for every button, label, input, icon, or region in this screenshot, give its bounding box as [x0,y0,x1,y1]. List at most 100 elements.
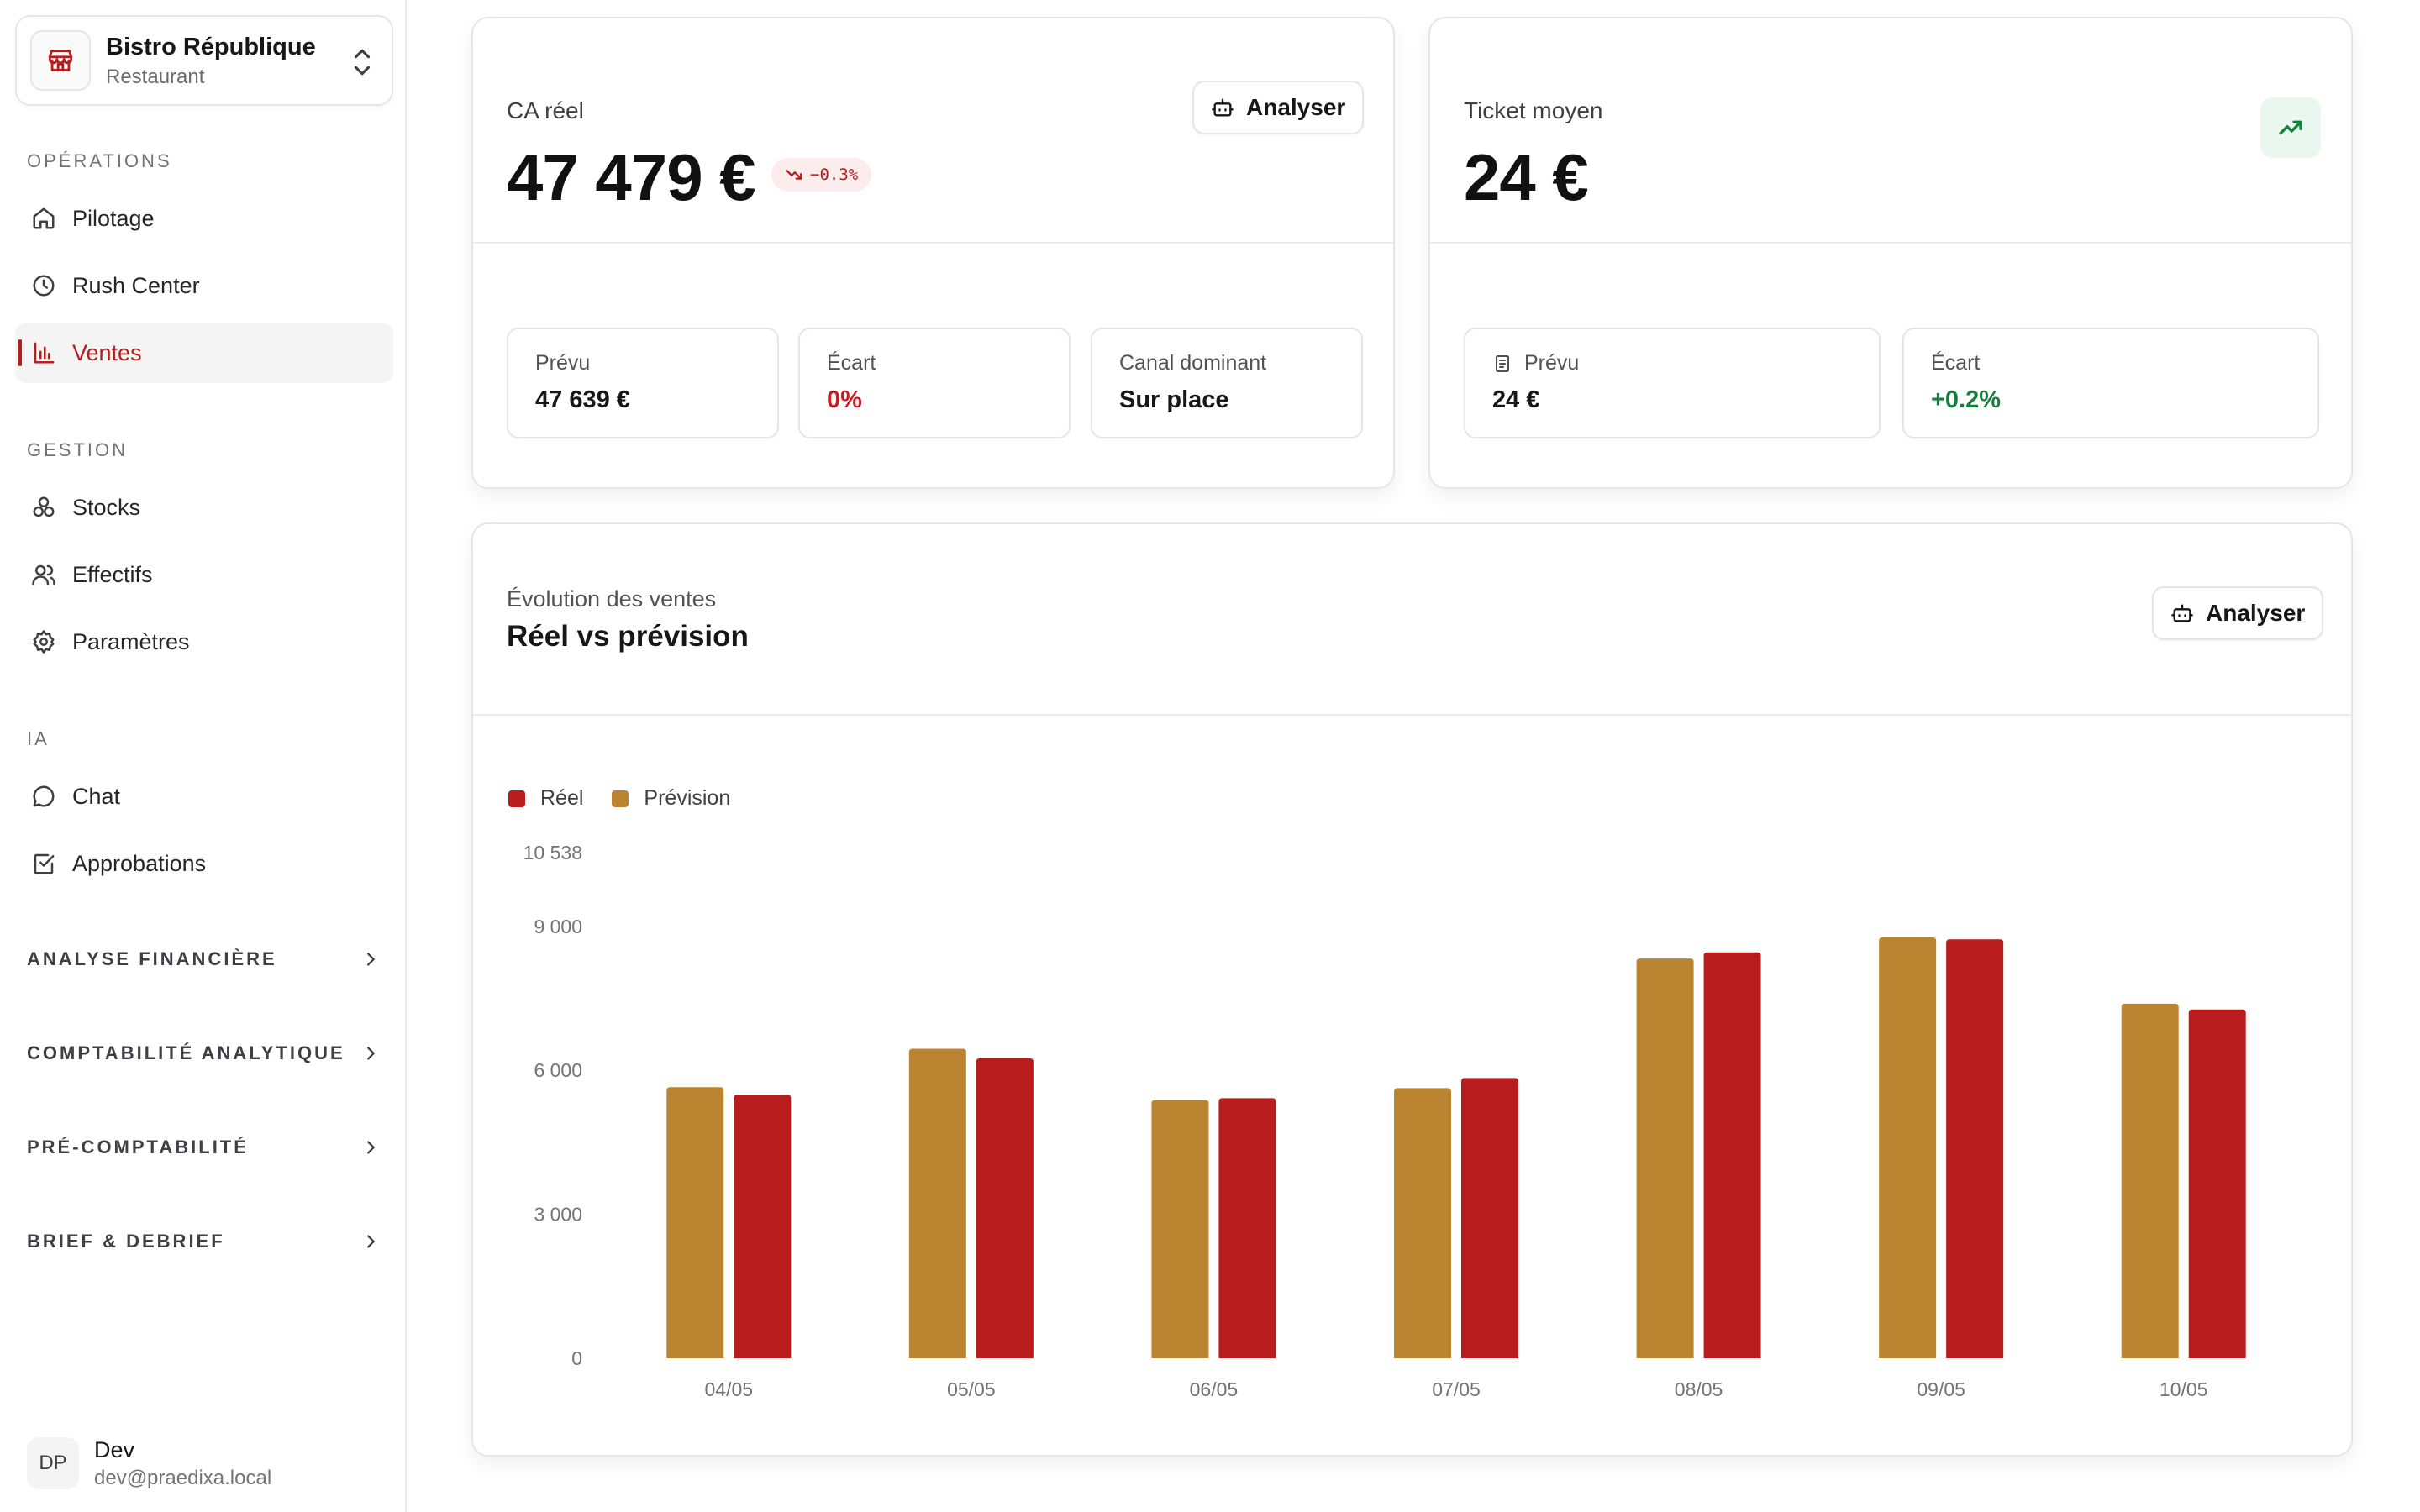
legend-swatch [508,790,525,807]
users-icon [30,561,57,588]
sidebar-item-stocks[interactable]: Stocks [15,477,393,538]
sidebar-item-chat[interactable]: Chat [15,766,393,827]
bar-reel[interactable] [1461,1078,1518,1358]
ca-value: 47 479 € [507,140,756,214]
bar-prevision[interactable] [2121,1003,2179,1358]
bar-prevision[interactable] [1394,1088,1451,1358]
user-email: dev@praedixa.local [94,1466,272,1489]
legend-item-reel[interactable]: Réel [508,786,583,811]
trend-down-icon [786,170,802,180]
group-analyse-financiere[interactable]: ANALYSE FINANCIÈRE [27,942,380,976]
stat-ecart: Écart 0% [798,328,1071,438]
sidebar-item-parametres[interactable]: Paramètres [15,612,393,672]
store-icon [30,30,91,91]
sidebar-item-approbations[interactable]: Approbations [15,833,393,894]
chevron-right-icon [367,953,376,966]
analyze-button[interactable]: Analyser [1192,81,1365,134]
stat-label: Prévu [535,351,591,375]
divider [473,714,2351,716]
ticket-value: 24 € [1464,140,1589,214]
bar-prevision[interactable] [1879,937,1937,1358]
group-brief-debrief[interactable]: BRIEF & DEBRIEF [27,1225,380,1258]
sidebar-item-label: Pilotage [72,205,155,231]
bar-reel[interactable] [1218,1098,1276,1358]
sidebar-item-label: Rush Center [72,272,200,298]
chevron-right-icon [367,1141,376,1154]
group-comptabilite-analytique[interactable]: COMPTABILITÉ ANALYTIQUE [27,1037,380,1070]
sidebar: Bistro République Restaurant OPÉRATIONS … [0,0,407,1512]
stat-prevu: Prévu 24 € [1464,328,1881,438]
bar-reel[interactable] [734,1095,792,1358]
group-label: PRÉ-COMPTABILITÉ [27,1137,249,1158]
sidebar-item-pilotage[interactable]: Pilotage [15,188,393,249]
legend-swatch [612,790,629,807]
x-tick-label: 05/05 [947,1378,996,1400]
gear-icon [30,628,57,655]
x-tick-label: 06/05 [1190,1378,1239,1400]
stat-value: 47 639 € [535,386,630,413]
bar-reel[interactable] [2188,1009,2246,1358]
ca-label: CA réel [507,97,584,123]
x-tick-label: 04/05 [705,1378,754,1400]
chevron-right-icon [367,1047,376,1060]
group-label: BRIEF & DEBRIEF [27,1231,225,1252]
sidebar-item-label: Effectifs [72,561,153,587]
divider [1430,242,2351,244]
legend-item-prevision[interactable]: Prévision [612,786,730,811]
section-operations: OPÉRATIONS [27,150,172,171]
x-tick-label: 10/05 [2160,1378,2208,1400]
stat-prevu: Prévu 47 639 € [507,328,779,438]
stat-value: +0.2% [1931,386,2002,413]
y-tick-label: 9 000 [534,916,582,937]
sidebar-item-label: Ventes [72,339,142,365]
sidebar-item-label: Stocks [72,494,141,520]
bar-prevision[interactable] [666,1087,724,1358]
org-type: Restaurant [106,66,205,88]
trend-value: −0.3% [810,165,859,184]
sidebar-item-rush-center[interactable]: Rush Center [15,255,393,316]
bar-reel[interactable] [1703,952,1761,1358]
chart-subtitle: Évolution des ventes [507,586,717,612]
y-tick-label: 6 000 [534,1059,582,1081]
bar-prevision[interactable] [1636,958,1694,1358]
sidebar-item-ventes[interactable]: Ventes [15,323,393,383]
ca-card: CA réel 47 479 € −0.3% Analyser Prévu 47… [471,17,1395,489]
chevron-right-icon [367,1235,376,1248]
org-switcher[interactable]: Bistro République Restaurant [15,15,393,106]
y-tick-label: 10 538 [523,842,582,864]
analyze-label: Analyser [2206,600,2306,626]
home-icon [30,205,57,232]
chat-bubble-icon [30,783,57,810]
chart-legend: Réel Prévision [508,786,730,811]
legend-label: Réel [540,786,584,810]
stat-label: Prévu [1524,351,1580,375]
chevron-up-down-icon [354,49,371,76]
section-ia: IA [27,728,50,749]
sidebar-item-effectifs[interactable]: Effectifs [15,544,393,605]
sidebar-item-label: Chat [72,783,121,809]
stat-label-row: Prévu [1492,351,1579,375]
ticket-label: Ticket moyen [1464,97,1603,123]
group-pre-comptabilite[interactable]: PRÉ-COMPTABILITÉ [27,1131,380,1164]
x-tick-label: 08/05 [1675,1378,1723,1400]
user-name: Dev [94,1436,135,1462]
analyze-label: Analyser [1246,94,1346,120]
trend-badge: −0.3% [771,158,872,192]
sales-chart-card: Évolution des ventes Réel vs prévision A… [471,522,2353,1457]
stat-label: Écart [1931,351,1981,375]
bar-prevision[interactable] [908,1048,966,1358]
trend-up-button[interactable] [2260,97,2321,158]
y-tick-label: 0 [571,1347,582,1369]
user-menu[interactable]: DP Dev dev@praedixa.local [27,1433,271,1494]
bar-reel[interactable] [1946,939,2004,1358]
bar-reel[interactable] [976,1058,1034,1358]
sidebar-item-label: Approbations [72,850,207,876]
stat-value: Sur place [1119,386,1229,413]
analyze-button[interactable]: Analyser [2152,586,2324,640]
bar-prevision[interactable] [1151,1100,1209,1358]
section-gestion: GESTION [27,439,129,460]
group-label: COMPTABILITÉ ANALYTIQUE [27,1042,345,1063]
stat-label: Écart [827,351,876,375]
chart-title: Réel vs prévision [507,620,749,653]
check-square-icon [30,850,57,877]
